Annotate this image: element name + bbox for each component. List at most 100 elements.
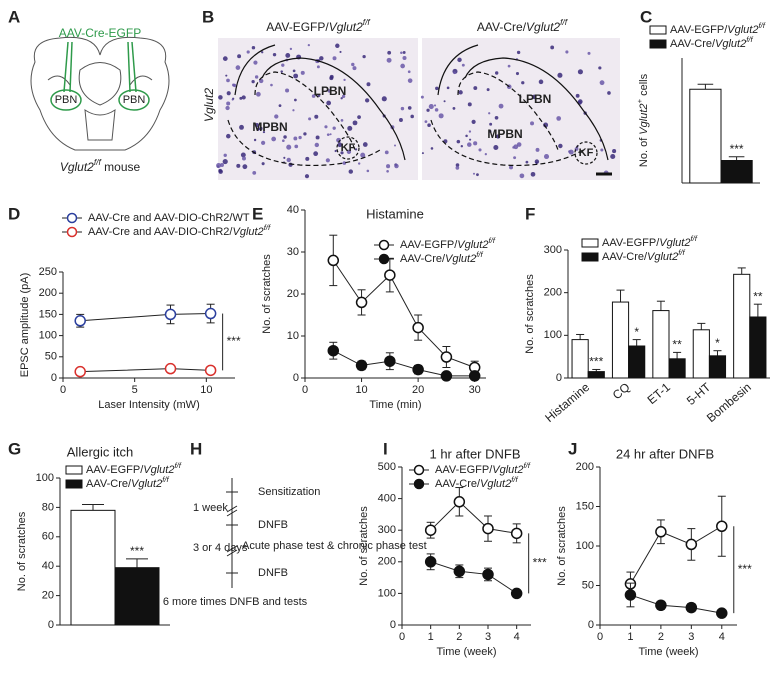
- cell: [577, 99, 583, 104]
- y-tick-label: 200: [544, 287, 562, 299]
- point: [327, 254, 340, 267]
- legend-marker: [66, 212, 78, 224]
- cell: [489, 122, 493, 126]
- cell: [600, 148, 604, 152]
- cell: [394, 163, 399, 169]
- cell: [421, 152, 424, 155]
- cell: [461, 63, 465, 67]
- significance: ***: [589, 355, 603, 369]
- cell: [498, 103, 504, 109]
- cell: [351, 62, 355, 67]
- cell: [283, 135, 287, 139]
- cell: [337, 142, 343, 148]
- legend-label: AAV-Cre/Vglut2f/f: [86, 475, 170, 490]
- point: [384, 269, 396, 281]
- legend-swatch: [65, 479, 83, 489]
- cell: [455, 166, 460, 170]
- significance: **: [672, 338, 682, 352]
- significance: **: [753, 289, 763, 303]
- cell: [334, 149, 337, 153]
- chart-title: 24 hr after DNFB: [616, 446, 714, 461]
- cell: [575, 93, 580, 98]
- point: [327, 344, 340, 357]
- legend-label: AAV-Cre/Vglut2f/f: [435, 475, 519, 490]
- y-tick-label: 0: [51, 372, 57, 384]
- y-tick-label: 20: [42, 590, 54, 602]
- cell: [521, 81, 525, 85]
- panel-label: A: [8, 7, 20, 26]
- cell: [535, 147, 540, 152]
- x-tick-label: 2: [658, 631, 664, 643]
- cell: [362, 54, 366, 59]
- cell: [218, 169, 223, 174]
- cell: [222, 56, 228, 61]
- point: [716, 520, 728, 532]
- cell: [339, 50, 342, 53]
- bar: [733, 273, 751, 379]
- cell: [231, 98, 234, 101]
- cell: [455, 163, 460, 167]
- series-line: [80, 313, 211, 322]
- cell: [332, 126, 336, 130]
- y-tick-label: 60: [42, 531, 54, 543]
- x-tick-label: 4: [514, 631, 520, 643]
- point: [624, 589, 637, 601]
- legend-marker: [378, 253, 390, 265]
- cell: [476, 173, 479, 177]
- y-tick-label: 0: [293, 372, 299, 384]
- series-line: [430, 561, 517, 594]
- cell: [292, 109, 295, 112]
- cell: [254, 123, 260, 128]
- cell: [315, 135, 320, 140]
- cell: [478, 148, 482, 152]
- point: [716, 607, 728, 619]
- series-line: [630, 594, 722, 614]
- cell: [494, 115, 499, 120]
- x-tick-label: 3: [485, 631, 491, 643]
- panel-label: B: [202, 7, 214, 26]
- significance: *: [634, 325, 639, 339]
- point: [655, 599, 667, 611]
- cell: [261, 51, 264, 54]
- cell: [427, 123, 431, 127]
- cell: [473, 141, 478, 146]
- cell: [256, 127, 260, 131]
- region-label: LPBN: [314, 84, 347, 98]
- cell: [347, 125, 353, 131]
- cell: [272, 52, 277, 57]
- legend-swatch: [649, 25, 667, 35]
- y-tick-label: 150: [576, 500, 594, 512]
- y-axis-label: No. of scratches: [524, 274, 536, 354]
- cell: [294, 144, 299, 149]
- significance: *: [715, 336, 720, 350]
- cell: [348, 169, 353, 174]
- cell: [495, 71, 499, 75]
- cell: [428, 103, 434, 110]
- cell: [565, 50, 569, 54]
- cell: [324, 125, 328, 129]
- significance: ***: [227, 334, 241, 348]
- step-label: DNFB: [258, 567, 288, 579]
- region-label: MPBN: [252, 120, 287, 134]
- cell: [294, 98, 297, 102]
- cell: [223, 153, 227, 157]
- cell: [307, 43, 310, 47]
- y-tick-label: 200: [39, 287, 57, 299]
- cell: [226, 133, 231, 139]
- cell: [496, 134, 501, 139]
- cell: [366, 82, 371, 87]
- cell: [513, 156, 517, 160]
- x-tick-label: 3: [688, 631, 694, 643]
- cell: [298, 135, 302, 140]
- cell: [352, 120, 358, 126]
- legend-label: AAV-Cre/Vglut2f/f: [400, 250, 484, 265]
- cell: [286, 144, 292, 150]
- legend-marker: [378, 239, 390, 251]
- cell: [599, 80, 605, 86]
- y-tick-label: 0: [48, 619, 54, 631]
- x-tick-label: 1: [428, 631, 434, 643]
- legend-label: AAV-Cre and AAV-DIO-ChR2/Vglut2f/f: [88, 223, 271, 238]
- cell: [386, 57, 392, 63]
- cell: [235, 65, 241, 70]
